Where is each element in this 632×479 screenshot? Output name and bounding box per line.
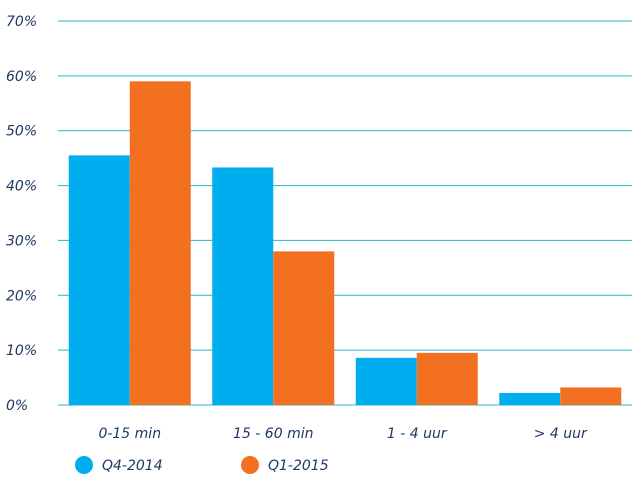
bar-q1-2015-2 <box>273 251 335 405</box>
legend-label: Q4-2014 <box>102 458 163 474</box>
y-tick-label: 40% <box>6 179 37 195</box>
x-category-label: 0-15 min <box>98 426 161 442</box>
legend-label: Q1-2015 <box>268 458 329 474</box>
x-category-label: 15 - 60 min <box>233 426 313 442</box>
bar-q4-2014-1 <box>68 155 130 405</box>
y-tick-label: 50% <box>6 124 37 140</box>
bar-q4-2014-3 <box>355 357 417 405</box>
y-tick-label: 20% <box>6 288 37 304</box>
y-tick-label: 10% <box>6 343 37 359</box>
y-axis-ticks: 0% 10% 20% 30% 40% 50% 60% 70% <box>6 14 37 414</box>
bar-q1-2015-1 <box>129 81 191 405</box>
x-category-label: 1 - 4 uur <box>387 426 448 442</box>
y-tick-label: 30% <box>6 233 37 249</box>
y-tick-label: 60% <box>6 69 37 85</box>
bars <box>68 81 622 405</box>
bar-q4-2014-4 <box>499 392 561 405</box>
bar-q1-2015-4 <box>560 387 622 405</box>
legend: Q4-2014 Q1-2015 <box>75 456 329 474</box>
y-tick-label: 70% <box>6 14 37 30</box>
legend-marker <box>241 456 259 474</box>
x-category-label: > 4 uur <box>534 426 588 442</box>
y-tick-label: 0% <box>6 398 28 414</box>
bar-q4-2014-2 <box>212 167 274 405</box>
x-axis-labels: 0-15 min 15 - 60 min 1 - 4 uur > 4 uur <box>98 426 588 442</box>
bar-q1-2015-3 <box>416 352 478 405</box>
legend-marker <box>75 456 93 474</box>
